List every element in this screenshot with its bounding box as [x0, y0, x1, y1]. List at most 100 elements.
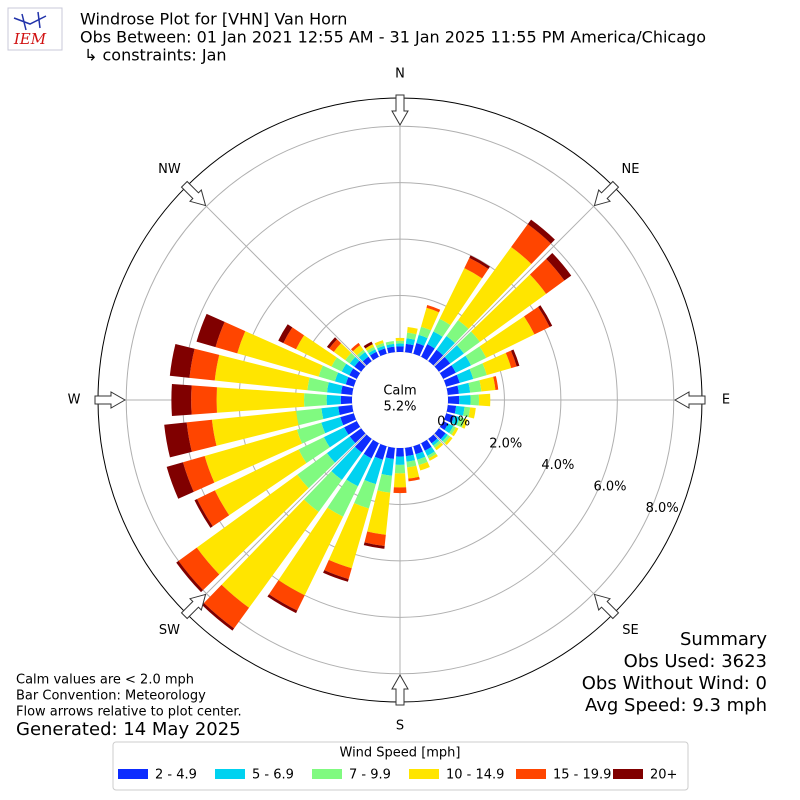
- wedge: [446, 405, 457, 414]
- flow-arrow: [180, 593, 207, 620]
- wedge: [427, 331, 443, 349]
- wedge: [331, 357, 347, 372]
- r-tick-label: 6.0%: [594, 479, 627, 494]
- summary: Obs Without Wind: 0: [582, 673, 767, 694]
- compass-label: S: [396, 719, 404, 734]
- legend: Wind Speed [mph] 2 - 4.9 5 - 6.9 7 - 9.9 10…: [112, 741, 689, 791]
- wedge: [328, 503, 369, 569]
- wedge: [204, 429, 303, 483]
- wedge: [375, 343, 385, 349]
- wedge: [278, 324, 293, 344]
- note: Flow arrows relative to plot center.: [16, 705, 242, 720]
- flow-arrow: [391, 94, 409, 127]
- compass-label: NW: [158, 162, 181, 177]
- legend-label: 5 - 6.9: [252, 768, 294, 783]
- wedge: [283, 327, 305, 350]
- wedge: [377, 473, 393, 493]
- wedge: [326, 394, 341, 406]
- chart-title: Windrose Plot for [VHN] Van Horn: [80, 10, 347, 29]
- wedge: [216, 387, 305, 413]
- wedge: [471, 274, 547, 342]
- wedge: [439, 365, 456, 379]
- wedge: [201, 603, 235, 631]
- wedge: [349, 428, 366, 444]
- wedge: [214, 449, 307, 516]
- wedge: [203, 584, 250, 629]
- wedge: [363, 439, 379, 459]
- wedge: [443, 374, 460, 387]
- grid-spoke: [186, 433, 367, 614]
- r-tick-label: 4.0%: [541, 458, 574, 473]
- wedge: [527, 219, 555, 244]
- logo-frame: [7, 7, 63, 51]
- wedge: [444, 436, 453, 446]
- legend-label: 7 - 9.9: [349, 768, 391, 783]
- calm-label: Calm: [383, 384, 416, 399]
- wedge: [405, 343, 414, 354]
- wedge: [186, 419, 217, 452]
- wedge: [395, 340, 405, 344]
- wedge: [456, 417, 466, 428]
- wedge: [363, 341, 373, 349]
- wedge: [446, 320, 469, 344]
- wedge: [482, 352, 512, 376]
- wedge: [364, 456, 383, 485]
- wedge: [546, 252, 572, 281]
- wedge: [214, 354, 310, 391]
- wedge: [166, 462, 194, 499]
- wedge: [439, 421, 449, 430]
- wedge: [354, 360, 366, 372]
- calm-circle: [352, 352, 448, 448]
- wedge: [444, 423, 454, 434]
- wedge: [511, 224, 551, 264]
- wedge: [191, 385, 217, 415]
- wedge: [297, 453, 336, 489]
- wedge: [408, 476, 420, 482]
- wedge: [349, 356, 360, 367]
- wedge: [418, 326, 432, 339]
- wedge: [318, 365, 339, 382]
- legend-label: 2 - 4.9: [155, 768, 197, 783]
- flow-arrow-shape: [391, 94, 409, 127]
- wedge: [454, 405, 465, 416]
- wedge: [324, 559, 352, 580]
- flow-arrow: [593, 180, 620, 207]
- wedge: [194, 498, 213, 528]
- plot-area: N NE E SE S SW W NW 0.0% 2.0% 4.0% 6.0% 8.0%: [68, 67, 731, 734]
- r-tick-label: 0.0%: [437, 415, 470, 430]
- wedge: [433, 440, 442, 448]
- wedge: [354, 434, 372, 453]
- legend-swatch: [118, 769, 148, 779]
- wedge: [505, 350, 517, 369]
- wedge: [321, 417, 344, 434]
- wedge: [415, 451, 426, 460]
- wedge: [538, 305, 553, 327]
- wedge: [458, 247, 532, 329]
- flow-arrow: [94, 391, 127, 409]
- wedge: [396, 447, 404, 457]
- grid-spoke: [433, 186, 614, 367]
- wedge: [440, 433, 448, 442]
- summary: Obs Used: 3623: [624, 651, 767, 672]
- grid-spoke: [433, 433, 614, 614]
- wedge: [456, 331, 480, 354]
- wedge: [368, 349, 377, 356]
- wedge: [396, 346, 404, 353]
- wedge: [364, 531, 386, 546]
- summary: Avg Speed: 9.3 mph: [585, 695, 767, 716]
- wedge: [237, 331, 323, 377]
- wedge: [405, 338, 416, 346]
- wedge: [164, 422, 192, 458]
- wedge: [298, 437, 330, 464]
- wedge: [405, 446, 414, 457]
- wedge: [354, 479, 376, 509]
- logo-text: IEM: [13, 30, 47, 48]
- wedge: [469, 255, 490, 269]
- wedge: [350, 342, 361, 352]
- wedge: [446, 385, 459, 395]
- wedge: [176, 560, 204, 593]
- compass-label: E: [722, 393, 730, 408]
- generated: Generated: 14 May 2025: [16, 719, 241, 740]
- wedge: [338, 405, 354, 416]
